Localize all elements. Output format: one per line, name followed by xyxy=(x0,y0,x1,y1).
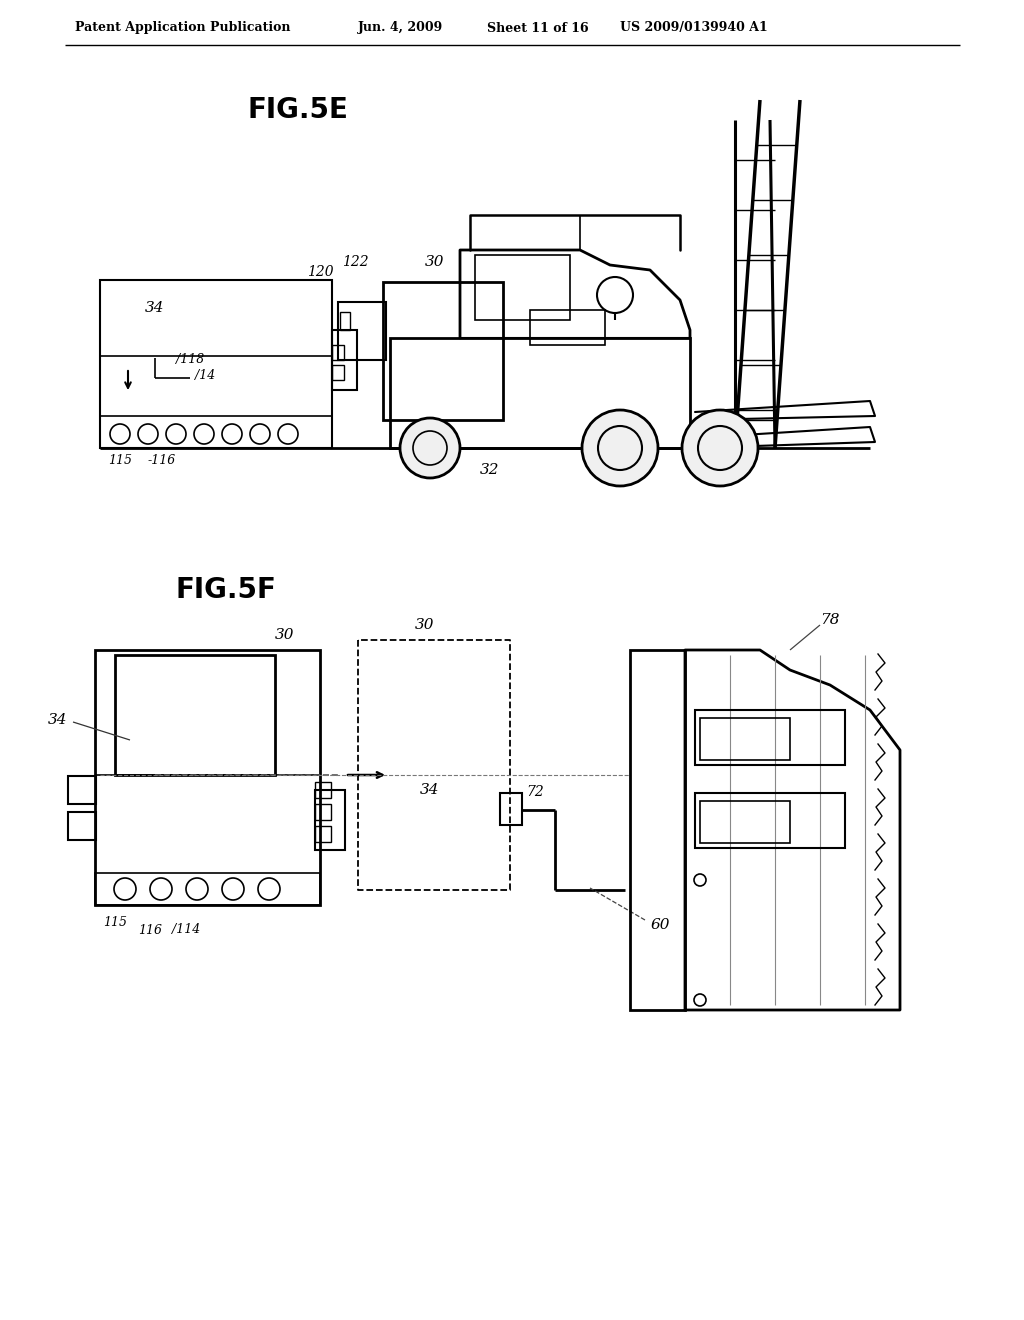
Bar xyxy=(332,366,344,380)
Bar xyxy=(700,801,790,843)
Bar xyxy=(630,649,685,1010)
Text: 30: 30 xyxy=(425,255,444,269)
Text: 30: 30 xyxy=(416,618,435,632)
Circle shape xyxy=(682,411,758,486)
Text: Sheet 11 of 16: Sheet 11 of 16 xyxy=(487,21,589,34)
Bar xyxy=(530,310,605,345)
Circle shape xyxy=(400,418,460,478)
Text: FIG.5E: FIG.5E xyxy=(248,96,349,124)
Bar xyxy=(95,649,319,906)
Text: US 2009/0139940 A1: US 2009/0139940 A1 xyxy=(620,21,768,34)
Circle shape xyxy=(582,411,658,486)
Text: 72: 72 xyxy=(526,785,544,799)
Text: /114: /114 xyxy=(172,924,201,936)
Text: 30: 30 xyxy=(275,628,295,642)
Text: 34: 34 xyxy=(145,301,165,315)
Bar xyxy=(95,873,319,906)
Bar xyxy=(475,255,570,319)
Bar xyxy=(315,789,345,850)
Text: FIG.5F: FIG.5F xyxy=(175,576,275,605)
Bar xyxy=(695,793,845,847)
Text: 60: 60 xyxy=(650,917,670,932)
Bar xyxy=(315,781,331,799)
Bar xyxy=(695,710,845,766)
Text: 32: 32 xyxy=(480,463,500,477)
Text: 115: 115 xyxy=(108,454,132,466)
Bar xyxy=(383,282,503,420)
Text: 115: 115 xyxy=(103,916,127,928)
Text: 34: 34 xyxy=(420,783,439,797)
Bar xyxy=(700,718,790,760)
Text: 78: 78 xyxy=(820,612,840,627)
Text: 116: 116 xyxy=(138,924,162,936)
Text: /118: /118 xyxy=(176,354,204,367)
Bar xyxy=(332,345,344,360)
Bar xyxy=(332,330,357,389)
Bar xyxy=(115,655,275,775)
Bar xyxy=(100,416,332,447)
Text: -116: -116 xyxy=(148,454,176,466)
Bar xyxy=(315,804,331,820)
Text: 34: 34 xyxy=(48,713,68,727)
Bar xyxy=(68,776,96,804)
Bar xyxy=(500,793,522,825)
Bar xyxy=(340,312,350,330)
Text: Patent Application Publication: Patent Application Publication xyxy=(75,21,291,34)
Bar xyxy=(315,826,331,842)
Text: Jun. 4, 2009: Jun. 4, 2009 xyxy=(358,21,443,34)
Bar xyxy=(68,812,96,840)
Text: 120: 120 xyxy=(306,265,334,279)
Text: 122: 122 xyxy=(342,255,369,269)
Text: /14: /14 xyxy=(195,370,215,383)
Bar xyxy=(100,280,332,447)
Bar xyxy=(338,302,386,360)
Bar xyxy=(390,338,690,447)
